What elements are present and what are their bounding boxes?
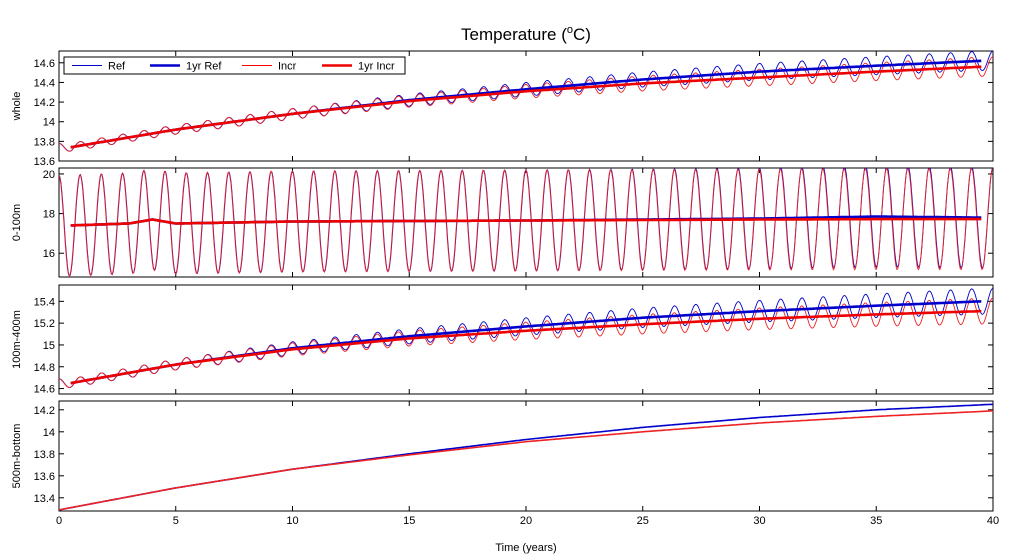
x-tick-label: 25 — [637, 515, 649, 527]
x-tick-label: 40 — [987, 515, 999, 527]
y-tick-label: 15 — [43, 340, 55, 352]
y-axis-label: whole — [11, 92, 23, 122]
legend-box — [63, 56, 406, 75]
panel-4: 0 5 10 15 20 25 30 35 40 13.4 13.6 13.8 14 14.2 500m-b… — [11, 400, 999, 527]
series-ref-line — [59, 287, 993, 388]
series-incr-line — [59, 297, 993, 389]
legend-label: Incr — [278, 61, 297, 73]
y-tick-label: 14.4 — [34, 77, 55, 89]
x-tick-label: 20 — [520, 515, 532, 527]
y-tick-label: 14.6 — [34, 384, 55, 396]
y-tick-label: 14.6 — [34, 58, 55, 70]
panel-2: 16 18 20 0-100m — [11, 167, 994, 278]
y-tick-label: 20 — [43, 169, 55, 181]
x-tick-label: 15 — [403, 515, 415, 527]
series-1yr-incr-line — [70, 309, 982, 385]
x-tick-label: 30 — [753, 515, 765, 527]
plot-area — [59, 168, 993, 277]
y-tick-label: 14.2 — [34, 97, 55, 109]
series-incr-line — [59, 56, 993, 152]
series-ref-line — [59, 403, 993, 511]
y-tick-label: 15.2 — [34, 318, 55, 330]
y-axis-label: 100m-400m — [11, 310, 23, 369]
legend-label: 1yr Incr — [358, 61, 395, 73]
y-tick-label: 13.6 — [34, 156, 55, 168]
y-tick-label: 13.8 — [34, 136, 55, 148]
series-1yr-ref-line — [70, 300, 982, 385]
plot-area — [59, 287, 993, 389]
series-incr-line — [59, 410, 993, 511]
y-axis-label: 0-100m — [11, 204, 23, 241]
panel-1: 13.6 13.8 14 14.2 14.4 14.6 whole Ref 1yr Ref Inc… — [11, 50, 994, 168]
x-tick-label: 10 — [286, 515, 298, 527]
y-tick-label: 18 — [43, 209, 55, 221]
chart-title: Temperature (oC) — [461, 24, 591, 44]
x-tick-label: 0 — [56, 515, 62, 527]
legend-label: Ref — [108, 61, 126, 73]
y-tick-label: 14.2 — [34, 405, 55, 417]
x-tick-label: 5 — [173, 515, 179, 527]
y-tick-label: 16 — [43, 248, 55, 260]
plot-area — [59, 51, 993, 152]
x-axis-label: Time (years) — [495, 542, 556, 554]
y-axis-label: 500m-bottom — [11, 424, 23, 489]
y-tick-label: 15.4 — [34, 296, 55, 308]
plot-area — [59, 403, 993, 511]
series-1yr-incr-line — [70, 65, 982, 149]
series-incr-line — [59, 168, 993, 277]
y-tick-label: 13.6 — [34, 471, 55, 483]
panel-3: 14.6 14.8 15 15.2 15.4 100m-400m — [11, 284, 994, 396]
axes-box — [58, 284, 994, 395]
y-tick-label: 13.4 — [34, 493, 55, 505]
x-tick-label: 35 — [870, 515, 882, 527]
y-tick-label: 14 — [43, 117, 55, 129]
y-tick-label: 14.8 — [34, 362, 55, 374]
y-tick-label: 14 — [43, 427, 55, 439]
panels: 13.6 13.8 14 14.2 14.4 14.6 whole Ref 1yr Ref Inc… — [11, 50, 999, 527]
y-tick-label: 13.8 — [34, 449, 55, 461]
legend: Ref 1yr Ref Incr 1yr Incr — [63, 56, 406, 75]
series-1yr-incr-line — [70, 217, 982, 227]
legend-label: 1yr Ref — [186, 61, 222, 73]
